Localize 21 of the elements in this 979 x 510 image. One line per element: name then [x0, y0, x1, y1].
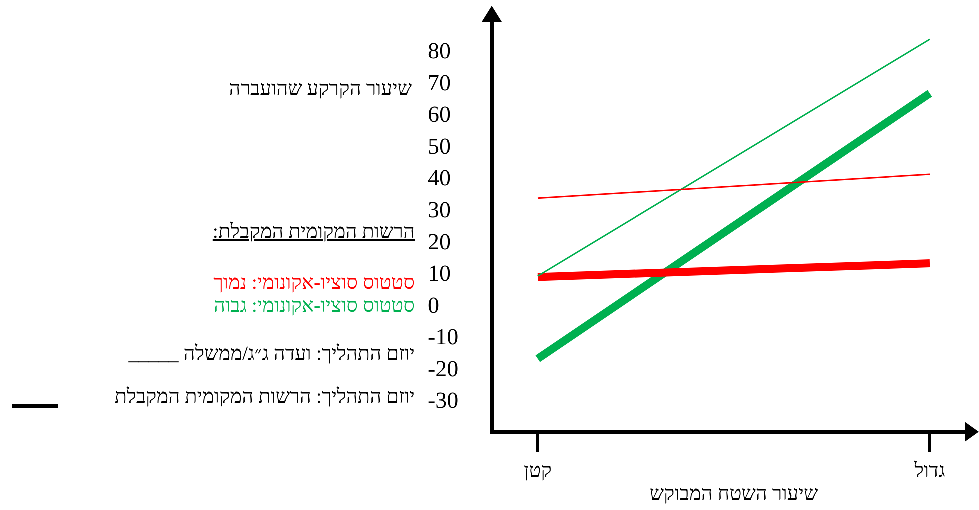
y-tick-label: 70	[428, 70, 451, 96]
y-tick-label: 0	[428, 292, 440, 318]
text: יוזם התהליך: הרשות המקומית המקבלת	[114, 386, 415, 408]
y-tick-label: 20	[428, 229, 451, 254]
x-tick-label: קטן	[524, 460, 552, 482]
text: סטטוס סוציו-אקונומי: נמוך	[214, 272, 415, 294]
x-axis-title: שיעור השטח המבוקש	[650, 483, 818, 505]
y-tick-label: 40	[428, 166, 451, 191]
y-tick-label: -20	[428, 356, 459, 382]
y-tick-label: -30	[428, 388, 459, 414]
y-tick-label: 50	[428, 134, 451, 159]
y-tick-label: -10	[428, 324, 459, 350]
y-tick-label: 80	[428, 38, 451, 64]
y-tick-label: 10	[428, 261, 451, 286]
x-tick-label: גדול	[914, 460, 946, 482]
y-axis-title: שיעור הקרקע שהועברה	[229, 78, 412, 100]
y-tick-label: 60	[428, 102, 451, 128]
text: הרשות המקומית המקבלת:	[212, 221, 415, 243]
text: סטטוס סוציו-אקונומי: גבוה	[214, 295, 415, 317]
y-tick-label: 30	[428, 198, 451, 223]
text: יוזם התהליך: ועדה ג״ג/ממשלה _____	[128, 343, 415, 365]
